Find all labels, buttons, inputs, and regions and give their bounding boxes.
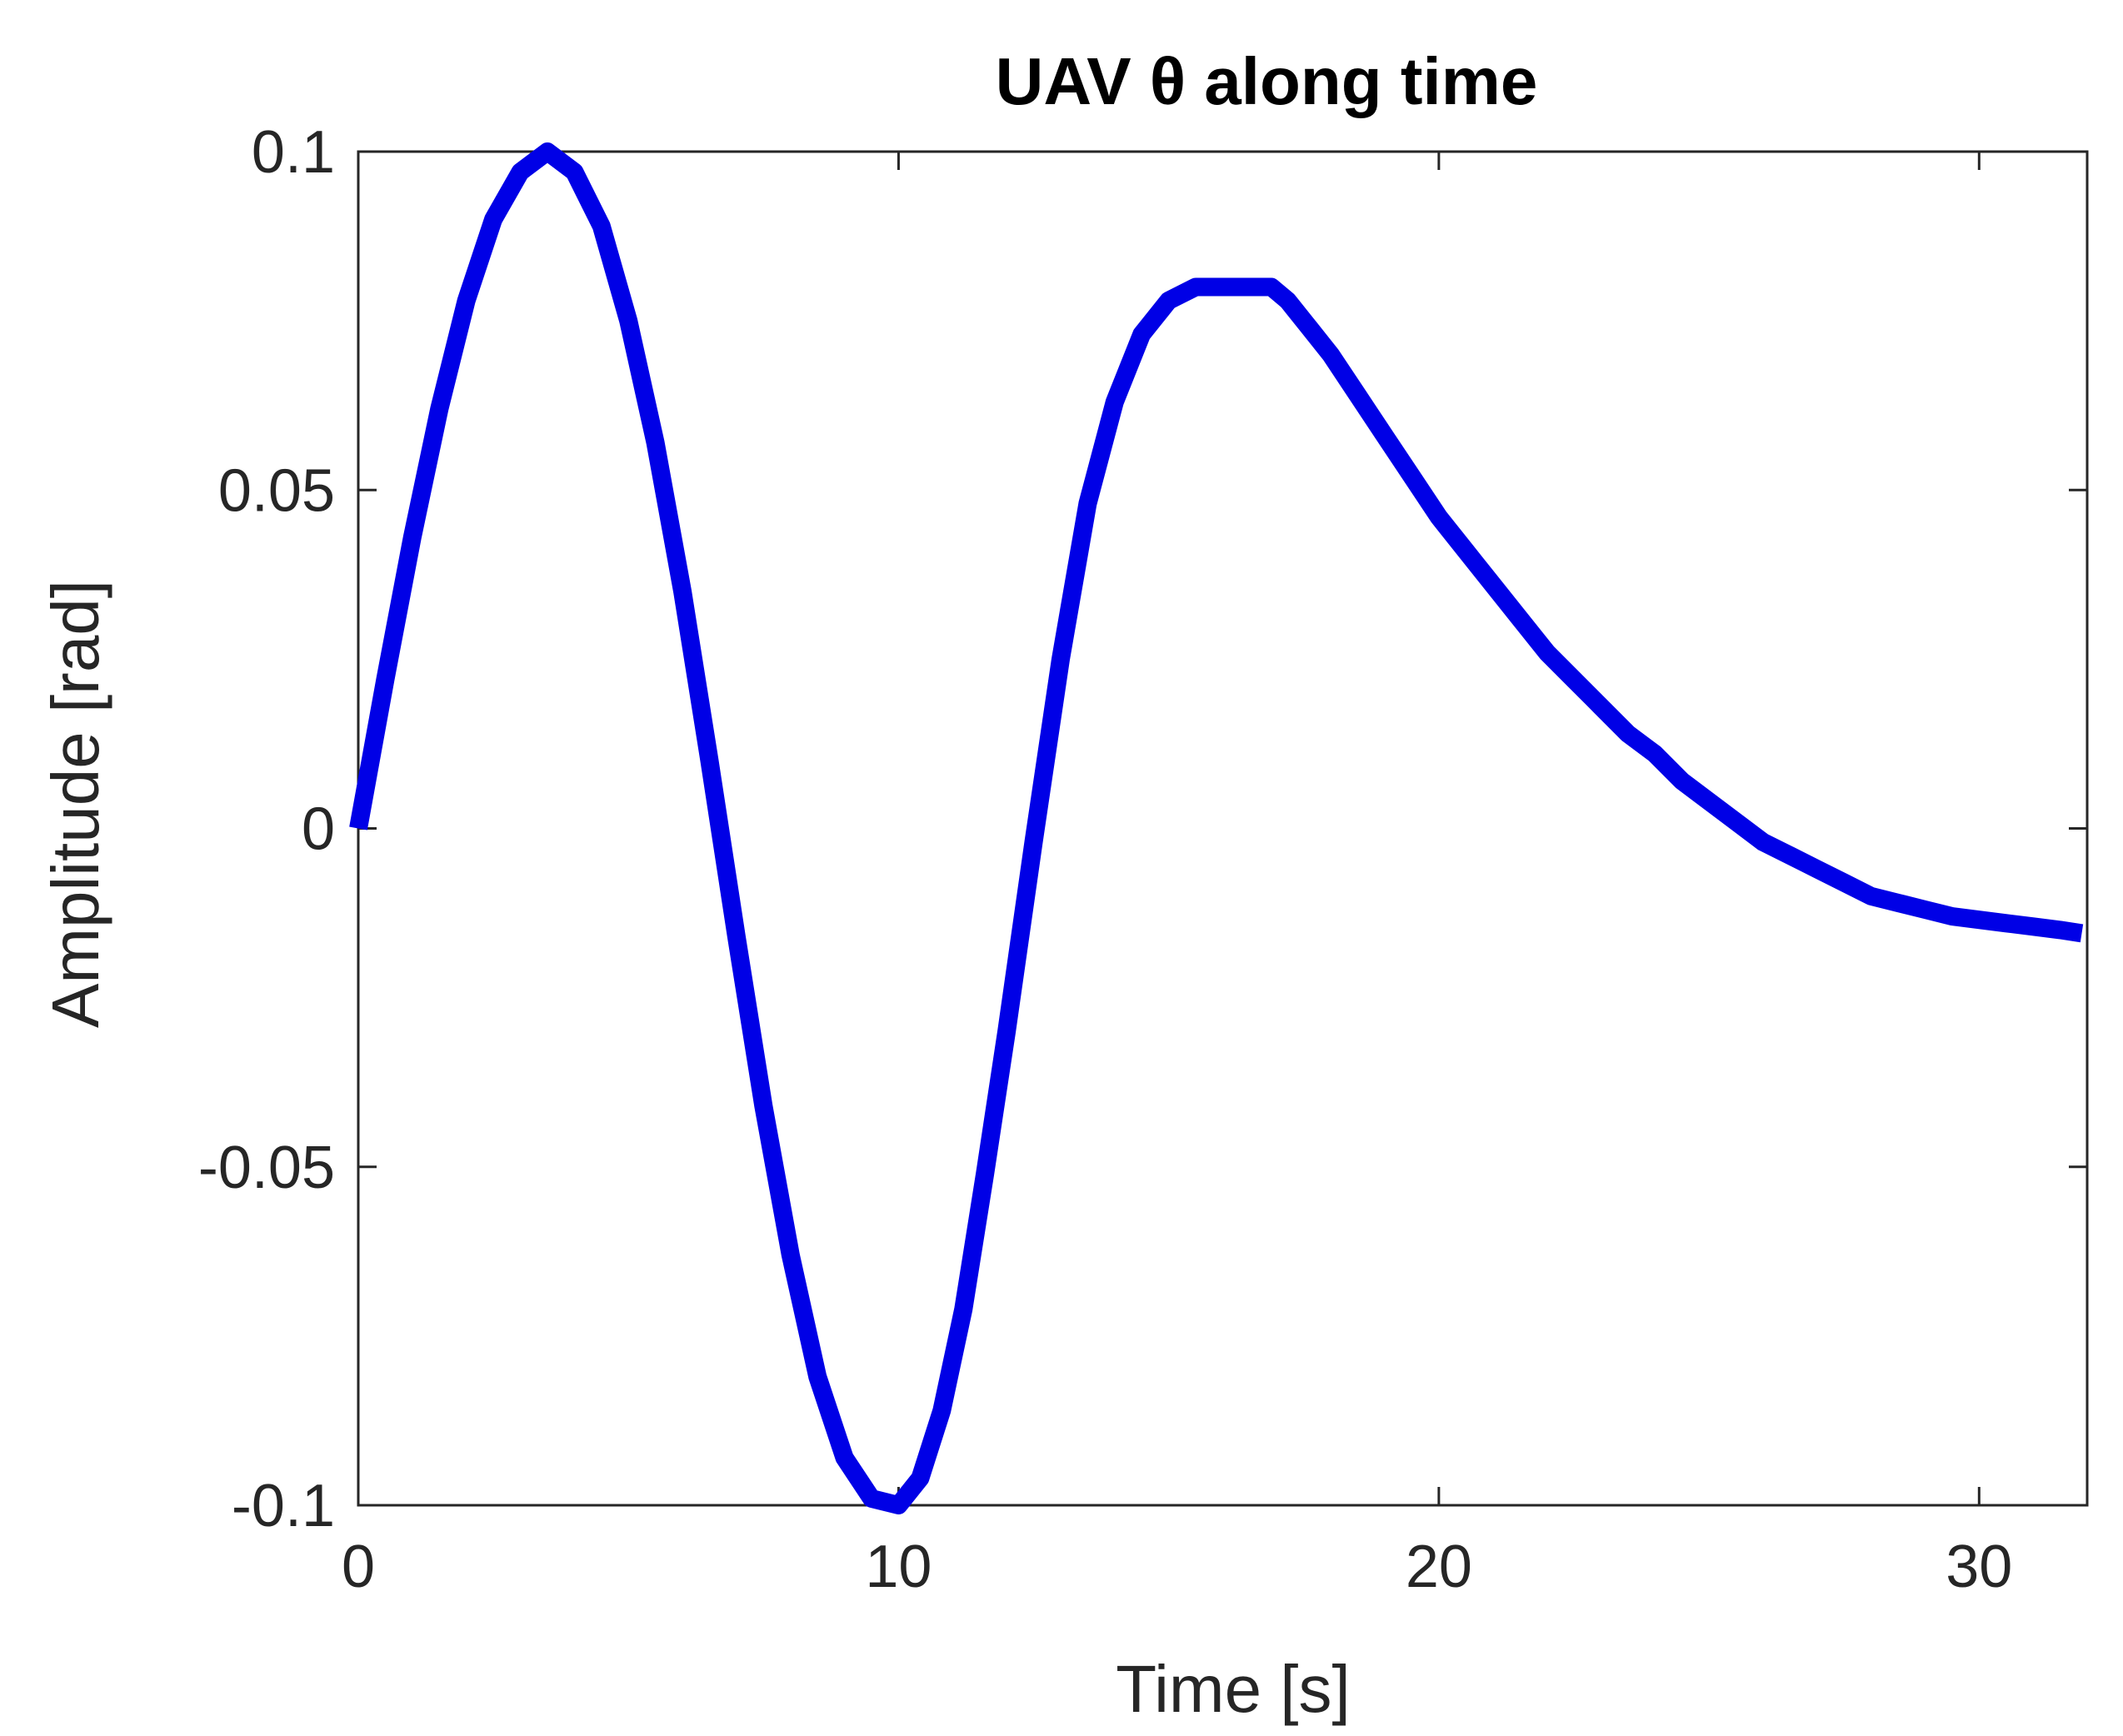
data-point xyxy=(1627,733,1629,735)
data-point xyxy=(1978,919,1980,920)
data-point xyxy=(1114,402,1116,403)
data-point xyxy=(1871,895,1872,897)
series-layer xyxy=(349,142,2084,1514)
data-point xyxy=(1308,327,1310,328)
data-point xyxy=(1033,841,1035,843)
data-point xyxy=(655,441,657,443)
data-point xyxy=(1060,658,1062,660)
data-point xyxy=(709,760,711,761)
data-point xyxy=(412,536,413,538)
x-tick-label: 20 xyxy=(1406,1534,1472,1600)
data-point xyxy=(1897,902,1899,904)
plot-box xyxy=(357,150,2089,1507)
chart-title: UAV θ along time xyxy=(996,44,1538,118)
data-point xyxy=(2032,925,2034,927)
data-point xyxy=(1654,753,1656,755)
data-point xyxy=(1925,909,1926,910)
data-point xyxy=(2060,929,2061,930)
data-point xyxy=(1681,781,1683,782)
data-point xyxy=(1168,300,1170,302)
data-point xyxy=(573,171,575,172)
data-point xyxy=(1222,287,1224,288)
data-point xyxy=(492,218,494,220)
data-point xyxy=(1141,333,1142,335)
data-point xyxy=(601,225,602,227)
data-point xyxy=(1195,287,1196,288)
data-point xyxy=(1271,287,1272,288)
data-point xyxy=(1951,915,1953,917)
data-point xyxy=(357,828,359,830)
y-tick-label: -0.05 xyxy=(198,1135,335,1201)
series-line xyxy=(349,142,2084,1514)
data-point xyxy=(438,408,440,410)
data-point xyxy=(1708,801,1710,802)
x-axis-label: Time [s] xyxy=(1116,1652,1350,1726)
data-point xyxy=(984,1173,986,1175)
data-point xyxy=(1736,821,1737,822)
y-axis-label: Amplitude [rad] xyxy=(38,580,112,1028)
data-point xyxy=(1816,868,1818,870)
data-point xyxy=(1357,395,1359,397)
data-point xyxy=(1438,516,1440,518)
data-point xyxy=(384,679,386,681)
data-point xyxy=(1492,584,1494,586)
x-tick-label: 30 xyxy=(1946,1534,2012,1600)
data-point xyxy=(1843,882,1845,884)
data-point xyxy=(962,1308,964,1309)
data-point xyxy=(466,300,467,302)
y-tick-label: -0.1 xyxy=(232,1473,335,1539)
y-axis-ticks: -0.1 -0.05 0 0.05 0.1 xyxy=(198,119,2087,1539)
data-point xyxy=(682,591,683,592)
data-point xyxy=(736,936,737,938)
data-point xyxy=(897,1504,899,1506)
data-point xyxy=(2006,922,2007,924)
axes-frame xyxy=(357,150,2089,1507)
data-point xyxy=(871,1498,872,1499)
x-tick-label: 0 xyxy=(342,1534,375,1600)
data-point xyxy=(1600,706,1601,707)
data-point xyxy=(844,1457,846,1459)
data-point xyxy=(790,1254,792,1255)
data-point xyxy=(520,171,522,172)
data-point xyxy=(1384,435,1386,436)
data-point xyxy=(627,320,629,322)
data-point xyxy=(1411,476,1413,477)
data-point xyxy=(1086,503,1088,505)
data-point xyxy=(1519,618,1521,620)
data-point xyxy=(1546,651,1548,653)
data-point xyxy=(1249,287,1251,288)
data-point xyxy=(1006,1030,1007,1032)
x-axis-ticks: 0 10 20 30 xyxy=(342,152,2012,1600)
data-point xyxy=(1286,300,1288,302)
data-point xyxy=(817,1376,818,1378)
data-point xyxy=(2081,932,2083,934)
y-tick-label: 0.05 xyxy=(218,457,335,524)
data-point xyxy=(762,1105,764,1107)
data-point xyxy=(1330,354,1331,356)
data-point xyxy=(547,151,548,152)
data-point xyxy=(941,1409,942,1411)
data-point xyxy=(1762,841,1764,843)
x-tick-label: 10 xyxy=(865,1534,932,1600)
data-point xyxy=(1573,679,1575,681)
data-point xyxy=(919,1478,921,1479)
y-tick-label: 0 xyxy=(302,796,335,863)
data-point xyxy=(1789,855,1791,856)
data-point xyxy=(1465,550,1466,551)
y-tick-label: 0.1 xyxy=(252,119,335,186)
